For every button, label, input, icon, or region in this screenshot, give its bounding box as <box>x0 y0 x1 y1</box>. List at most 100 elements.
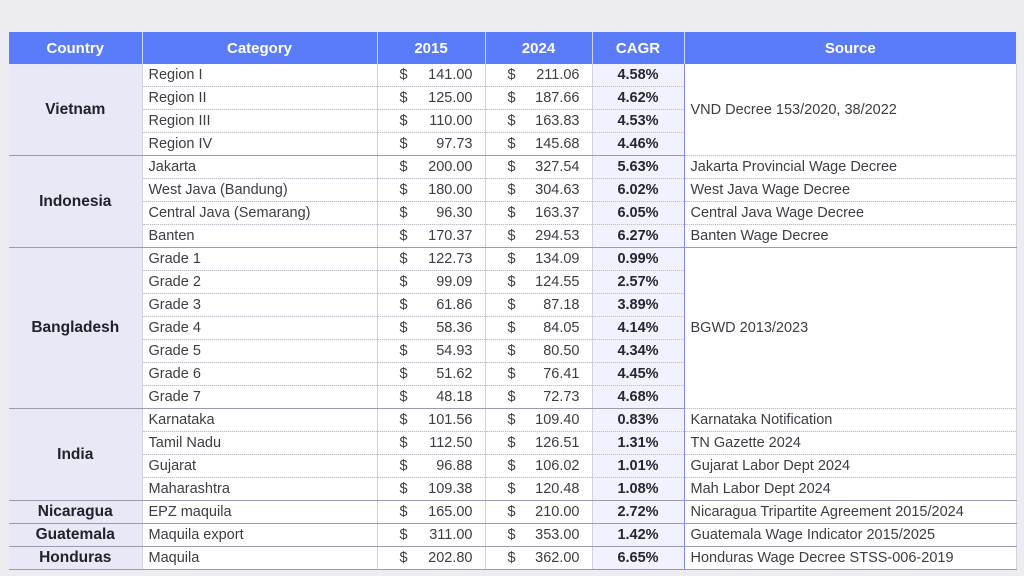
wage-2024-cell-value: 84.05 <box>543 320 580 336</box>
currency-symbol: $ <box>399 274 408 290</box>
wage-2024-cell: $362.00 <box>485 546 593 570</box>
table-row: Grade 6 $51.62 $76.41 4.45% <box>9 362 1016 386</box>
source-cell: Guatemala Wage Indicator 2015/2025 <box>684 523 1017 547</box>
table-row: Vietnam Region I $141.00 $211.06 4.58% VND De… <box>9 64 1017 156</box>
category-cell: Maquila <box>142 546 378 570</box>
currency-symbol: $ <box>399 136 408 152</box>
currency-symbol: $ <box>507 205 516 221</box>
wage-2024-cell: $120.48 <box>485 477 593 501</box>
wage-2015-cell: $202.80 <box>377 546 486 570</box>
currency-symbol: $ <box>507 113 516 129</box>
table-row: Tamil Nadu $112.50 $126.51 1.31% TN Gazette … <box>9 431 1017 455</box>
wage-2024-cell-value: 87.18 <box>543 297 580 313</box>
source-cell: Jakarta Provincial Wage Decree <box>684 155 1017 179</box>
currency-symbol: $ <box>507 67 516 83</box>
wage-2015-cell: $99.09 <box>377 270 486 294</box>
header-2015[interactable]: 2015 <box>377 32 486 64</box>
currency-symbol: $ <box>399 504 408 520</box>
country-cell: Indonesia <box>9 155 143 248</box>
header-row: Country Category 2015 2024 CAGR Source <box>9 32 1016 64</box>
wage-2015-cell-value: 122.73 <box>428 251 473 267</box>
table-row: Gujarat $96.88 $106.02 1.01% Gujarat Labor D… <box>9 454 1017 478</box>
currency-symbol: $ <box>507 527 516 543</box>
source-cell: Karnataka Notification <box>684 408 1017 432</box>
cagr-cell: 0.99% <box>591 247 685 271</box>
wage-2024-cell-value: 163.83 <box>535 113 580 129</box>
wage-2015-cell-value: 180.00 <box>428 182 473 198</box>
table-row: West Java (Bandung) $180.00 $304.63 6.02% We… <box>9 178 1017 202</box>
category-cell: Grade 3 <box>142 293 378 317</box>
category-cell: Region III <box>142 109 378 133</box>
wage-2015-cell-value: 200.00 <box>428 159 473 175</box>
wage-2015-cell: $112.50 <box>377 431 486 455</box>
wage-2024-cell: $327.54 <box>485 155 593 179</box>
header-cagr[interactable]: CAGR <box>592 32 685 64</box>
wage-2015-cell-value: 170.37 <box>428 228 473 244</box>
currency-symbol: $ <box>399 481 408 497</box>
wage-2015-cell-value: 165.00 <box>428 504 473 520</box>
wage-2024-cell: $106.02 <box>485 454 593 478</box>
wage-2024-cell-value: 134.09 <box>535 251 580 267</box>
cagr-cell: 4.46% <box>591 132 685 156</box>
category-cell: Region I <box>142 64 378 87</box>
wage-2024-cell-value: 353.00 <box>535 527 580 543</box>
wage-table: Country Category 2015 2024 CAGR Source V… <box>9 32 1017 570</box>
wage-2015-cell-value: 110.00 <box>429 113 473 129</box>
cagr-cell: 1.42% <box>591 523 685 547</box>
currency-symbol: $ <box>399 67 408 83</box>
currency-symbol: $ <box>399 550 408 566</box>
wage-2024-cell: $353.00 <box>485 523 593 547</box>
currency-symbol: $ <box>507 550 516 566</box>
table-row: Grade 3 $61.86 $87.18 3.89% <box>9 293 1016 317</box>
wage-2015-cell-value: 51.62 <box>436 366 473 382</box>
source-cell: Central Java Wage Decree <box>684 201 1017 225</box>
wage-2015-cell: $48.18 <box>377 385 486 409</box>
wage-2015-cell: $101.56 <box>377 408 486 432</box>
wage-2024-cell: $87.18 <box>485 293 593 317</box>
wage-2024-cell: $124.55 <box>485 270 593 294</box>
wage-2024-cell-value: 304.63 <box>535 182 580 198</box>
table-row: Region II $125.00 $187.66 4.62% <box>9 86 1016 110</box>
wage-2015-cell: $180.00 <box>377 178 486 202</box>
wage-2024-cell: $145.68 <box>485 132 593 156</box>
header-country[interactable]: Country <box>9 32 143 64</box>
currency-symbol: $ <box>399 90 408 106</box>
wage-2015-cell: $110.00 <box>377 109 486 133</box>
cagr-cell: 5.63% <box>591 155 685 179</box>
currency-symbol: $ <box>399 389 408 405</box>
currency-symbol: $ <box>399 251 408 267</box>
wage-2024-cell-value: 126.51 <box>535 435 580 451</box>
cagr-cell: 3.89% <box>591 293 685 317</box>
header-2024[interactable]: 2024 <box>485 32 593 64</box>
wage-2024-cell: $134.09 <box>485 247 593 271</box>
wage-2015-cell-value: 141.00 <box>428 67 473 83</box>
table-row: Region III $110.00 $163.83 4.53% <box>9 109 1016 133</box>
category-cell: Grade 5 <box>142 339 378 363</box>
category-cell: Grade 2 <box>142 270 378 294</box>
table-row: Grade 4 $58.36 $84.05 4.14% <box>9 316 1016 340</box>
category-cell: Maharashtra <box>142 477 378 501</box>
category-cell: Karnataka <box>142 408 378 432</box>
cagr-cell: 4.34% <box>591 339 685 363</box>
wage-2015-cell: $96.88 <box>377 454 486 478</box>
category-cell: EPZ maquila <box>142 500 378 524</box>
cagr-cell: 2.72% <box>591 500 685 524</box>
wage-2015-cell: $122.73 <box>377 247 486 271</box>
wage-2024-cell: $84.05 <box>485 316 593 340</box>
header-category[interactable]: Category <box>142 32 378 64</box>
currency-symbol: $ <box>507 228 516 244</box>
wage-2015-cell: $125.00 <box>377 86 486 110</box>
wage-2024-cell-value: 72.73 <box>543 389 580 405</box>
currency-symbol: $ <box>399 366 408 382</box>
wage-2024-cell: $163.83 <box>485 109 593 133</box>
wage-2015-cell: $54.93 <box>377 339 486 363</box>
category-cell: West Java (Bandung) <box>142 178 378 202</box>
wage-2015-cell-value: 96.88 <box>436 458 473 474</box>
table-row: Banten $170.37 $294.53 6.27% Banten Wage Dec… <box>9 224 1017 248</box>
header-source[interactable]: Source <box>684 32 1016 64</box>
country-cell: India <box>9 408 143 501</box>
category-cell: Jakarta <box>142 155 378 179</box>
country-cell: Nicaragua <box>9 500 143 524</box>
wage-2024-cell-value: 327.54 <box>535 159 580 175</box>
wage-2015-cell: $97.73 <box>377 132 486 156</box>
